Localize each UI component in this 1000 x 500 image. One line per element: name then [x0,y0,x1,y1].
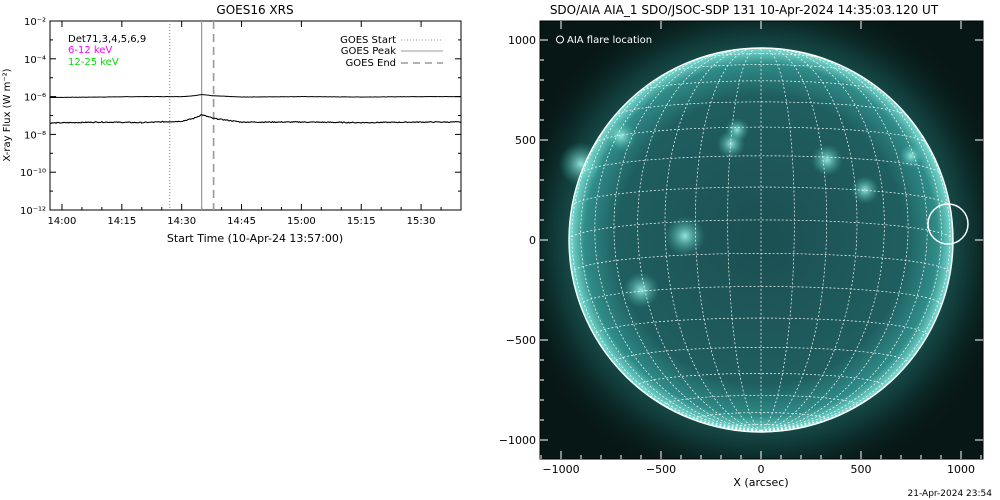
aia-grid-line [694,412,828,422]
goes-y-axis: 10⁻¹² 10⁻¹⁰ 10⁻⁸ 10⁻⁶ 10⁻⁴ 10⁻² [20,17,461,217]
aia-grid-line [760,48,858,432]
aia-xtick-label: 500 [851,463,872,476]
goes-title: GOES16 XRS [216,3,293,17]
aia-grid-line [760,50,909,432]
aia-grid-line [694,48,762,432]
aia-grid-line [580,155,942,174]
aia-grid-line [568,219,954,241]
aia-ytick-label: 0 [529,234,536,247]
aia-grid-line [760,47,795,432]
aia-bright-region [899,144,923,168]
aia-bright-region [605,120,637,152]
aia-xtick-label: −1000 [542,463,579,476]
aia-panel: SDO/AIA AIA_1 SDO/JSOC-SDP 131 10-Apr-20… [499,3,984,489]
aia-y-axis: −1000 −500 0 500 1000 [499,34,983,447]
goes-ytick-label: 10⁻¹⁰ [20,168,46,179]
aia-heliographic-grid [568,47,954,433]
aia-grid-line [727,424,795,431]
goes-ytick-label: 10⁻¹² [20,206,46,217]
goes-series [50,94,461,125]
aia-bright-region [811,144,843,176]
legend-goes-peak-label: GOES Peak [341,46,396,57]
goes-detectors-label: Det71,3,4,5,6,9 [68,34,146,45]
aia-bright-region [665,216,705,256]
aia-grid-line [760,48,885,432]
goes-ytick-label: 10⁻⁸ [24,130,46,141]
aia-legend-label: AIA flare location [567,35,652,46]
goes-xtick-label: 14:45 [227,216,256,227]
aia-grid-line [594,50,762,432]
aia-grid-line [727,47,762,432]
aia-grid-line [614,101,908,116]
goes-xtick-label: 15:30 [407,216,436,227]
aia-legend: AIA flare location [556,35,652,46]
aia-title: SDO/AIA AIA_1 SDO/JSOC-SDP 131 10-Apr-20… [550,3,939,17]
aia-limb-outline [568,47,954,433]
goes-ytick-label: 10⁻² [24,17,46,28]
goes-xtick-label: 15:00 [287,216,316,227]
goes-xtick-label: 14:00 [48,216,77,227]
aia-xtick-label: 0 [758,463,765,476]
aia-grid-line [760,48,828,432]
goes-xtick-label: 14:30 [167,216,196,227]
aia-bright-region [725,118,749,142]
aia-grid-line [594,317,928,337]
goes-legend-low-band: 6-12 keV [68,45,112,56]
aia-xtick-label: −500 [646,463,676,476]
aia-grid-line [571,77,762,432]
aia-ytick-label: −500 [506,334,536,347]
goes-ytick-label: 10⁻⁴ [24,55,46,66]
goes-ytick-label: 10⁻⁶ [24,93,46,104]
aia-grid-line [698,53,824,59]
aia-image [540,21,983,459]
goes-panel: GOES16 XRS X-ray Flux (W m⁻²) Start Time… [2,3,462,245]
legend-goes-start-label: GOES Start [340,35,396,46]
aia-xlabel: X (arcsec) [733,476,788,489]
aia-flare-location-marker [927,203,969,245]
aia-grid-line [760,55,942,432]
aia-ytick-label: −1000 [499,434,536,447]
aia-x-axis: −1000 −500 0 500 1000 [540,21,982,476]
aia-solar-disk [569,48,953,432]
goes-xtick-label: 14:15 [107,216,136,227]
aia-grid-line [760,50,928,432]
goes-x-axis: 14:00 14:15 14:30 14:45 15:00 15:15 15:30 [48,21,462,227]
goes-series-line [50,94,461,99]
aia-grid-line [595,126,927,143]
aia-bright-regions [559,118,923,308]
aia-grid-line [580,286,942,306]
goes-marker-legend: GOES Start GOES Peak GOES End [340,35,443,69]
goes-xtick-label: 15:15 [347,216,376,227]
footer-timestamp: 21-Apr-2024 23:54 [908,489,993,499]
aia-ytick-label: 500 [515,134,536,147]
goes-legend-high-band: 12-25 keV [68,57,119,68]
aia-grid-line [664,48,762,432]
aia-grid-line [637,48,762,432]
goes-event-markers [169,21,215,210]
aia-xtick-label: 1000 [947,463,975,476]
aia-grid-line [613,347,909,364]
aia-bright-region [623,272,659,308]
goes-xlabel: Start Time (10-Apr-24 13:57:00) [167,232,343,245]
goes-plot-frame [49,20,462,211]
aia-bright-region [559,142,603,186]
aia-bright-region [851,176,879,204]
aia-grid-line [580,55,762,432]
aia-ytick-label: 1000 [508,34,536,47]
aia-grid-line [613,50,762,432]
legend-goes-end-label: GOES End [346,58,396,69]
goes-ylabel: X-ray Flux (W m⁻²) [2,68,13,161]
aia-legend-circle-icon [556,35,564,44]
goes-series-line [50,113,461,125]
aia-grid-line [760,77,951,432]
